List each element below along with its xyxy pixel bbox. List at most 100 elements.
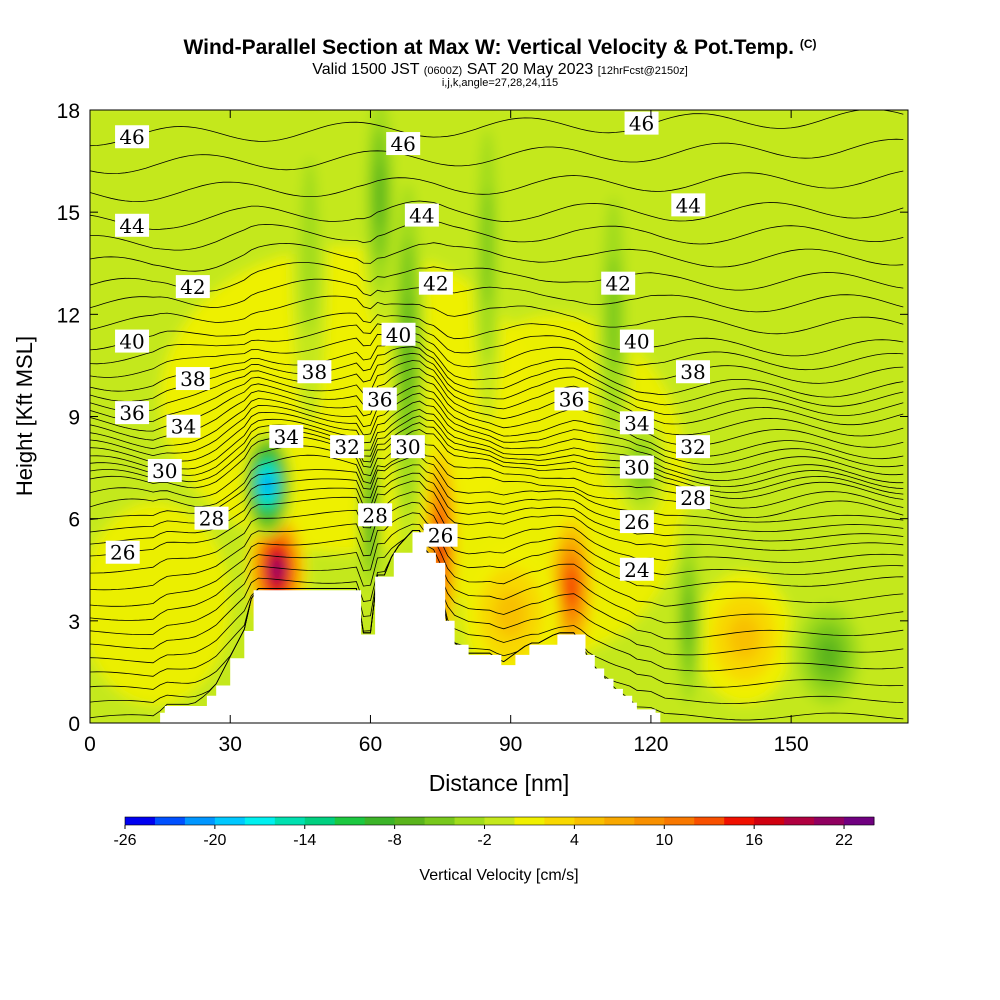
colorbar-tick-label: -8 <box>388 832 402 849</box>
colorbar-tick-label: -2 <box>477 832 491 849</box>
colorbar-swatch <box>604 817 635 825</box>
y-tick-label: 0 <box>68 713 80 736</box>
theta-contour <box>90 110 904 147</box>
svg-text:30: 30 <box>152 459 177 483</box>
x-tick-label: 120 <box>633 733 668 756</box>
theta-contour <box>90 242 904 272</box>
svg-text:34: 34 <box>274 425 299 449</box>
svg-text:26: 26 <box>110 541 135 565</box>
svg-text:30: 30 <box>395 435 420 459</box>
contour-label: 42 <box>601 271 636 296</box>
contour-label: 26 <box>105 540 140 565</box>
x-tick-label: 0 <box>84 733 96 756</box>
contour-label: 46 <box>115 125 150 149</box>
colorbar-swatch <box>844 817 875 825</box>
theta-contour <box>90 352 904 416</box>
x-tick-label: 90 <box>499 733 522 756</box>
contour-label: 44 <box>115 213 150 238</box>
theta-contour <box>90 262 904 292</box>
svg-text:46: 46 <box>119 125 144 149</box>
theta-contour <box>90 385 904 460</box>
colorbar-swatch <box>364 817 396 825</box>
colorbar-swatch <box>454 817 486 825</box>
y-tick-label: 18 <box>57 100 80 123</box>
theta-contour <box>90 312 904 357</box>
colorbar-swatch <box>664 817 695 825</box>
theta-contour <box>90 455 904 523</box>
y-tick-label: 6 <box>68 509 80 532</box>
contour-label: 26 <box>619 510 654 534</box>
contour-label: 28 <box>358 503 393 527</box>
x-axis-label: Distance [nm] <box>429 770 570 796</box>
theta-contour <box>90 400 904 476</box>
theta-contour <box>90 331 904 384</box>
x-tick-label: 30 <box>219 733 242 756</box>
contour-label: 38 <box>175 367 210 391</box>
colorbar-swatch <box>424 817 456 825</box>
theta-contour <box>90 323 904 371</box>
theta-contour <box>90 408 904 484</box>
colorbar-swatch <box>304 817 336 825</box>
theta-contour <box>90 376 904 448</box>
contour-label: 38 <box>675 360 710 384</box>
theta-contour <box>90 512 904 607</box>
svg-text:42: 42 <box>605 272 630 296</box>
theta-contour <box>90 530 904 664</box>
theta-contour <box>90 428 904 500</box>
colorbar-swatch <box>784 817 815 825</box>
contour-label: 24 <box>619 557 654 582</box>
svg-text:44: 44 <box>676 193 701 217</box>
colorbar-swatch <box>694 817 725 825</box>
contour-label: 32 <box>330 435 365 459</box>
colorbar-tick-label: 10 <box>655 832 673 849</box>
theta-contour <box>90 422 904 495</box>
colorbar-tick-label: -20 <box>203 832 226 849</box>
theta-contour <box>90 392 904 468</box>
theta-contour <box>90 295 904 335</box>
x-tick-label: 60 <box>359 733 382 756</box>
svg-text:28: 28 <box>362 503 387 527</box>
svg-text:40: 40 <box>119 330 144 354</box>
colorbar-swatch <box>754 817 785 825</box>
theta-contour <box>90 450 904 519</box>
colorbar-swatch <box>544 817 575 825</box>
colorbar-swatch <box>574 817 605 825</box>
colorbar-tick-label: 22 <box>835 832 853 849</box>
velocity-cell <box>375 161 385 229</box>
theta-contour <box>90 340 904 398</box>
colorbar-swatch <box>724 817 755 825</box>
svg-text:30: 30 <box>624 456 649 480</box>
theta-contour <box>90 415 904 489</box>
svg-text:40: 40 <box>386 323 411 347</box>
y-tick-label: 12 <box>57 304 80 327</box>
svg-text:32: 32 <box>334 435 359 459</box>
chart-indices: i,j,k,angle=27,28,24,115 <box>441 77 559 89</box>
contour-label: 30 <box>147 458 182 483</box>
theta-contour <box>90 200 904 230</box>
colorbar: -26 -20 -14 -8 -2 4 10 16 22 <box>113 816 875 849</box>
svg-text:40: 40 <box>624 330 649 354</box>
svg-text:46: 46 <box>629 112 654 136</box>
svg-text:38: 38 <box>302 360 327 384</box>
theta-contour <box>90 530 904 635</box>
velocity-cell <box>684 593 693 649</box>
contour-label: 46 <box>624 111 659 136</box>
theta-contour <box>90 501 904 591</box>
colorbar-swatch <box>274 817 306 825</box>
svg-text:38: 38 <box>180 367 205 391</box>
y-tick-label: 15 <box>57 202 80 225</box>
contour-label: 30 <box>390 435 425 459</box>
colorbar-swatch <box>125 817 156 825</box>
contour-label: 34 <box>166 414 201 439</box>
theta-contour <box>90 530 904 650</box>
colorbar-swatch <box>214 817 246 825</box>
theta-contour <box>90 220 904 251</box>
x-tick-label: 150 <box>774 733 809 756</box>
svg-text:44: 44 <box>119 214 144 238</box>
theta-contour <box>90 523 904 621</box>
potential-temperature-contours <box>90 110 904 721</box>
colorbar-tick-label: -26 <box>113 832 136 849</box>
